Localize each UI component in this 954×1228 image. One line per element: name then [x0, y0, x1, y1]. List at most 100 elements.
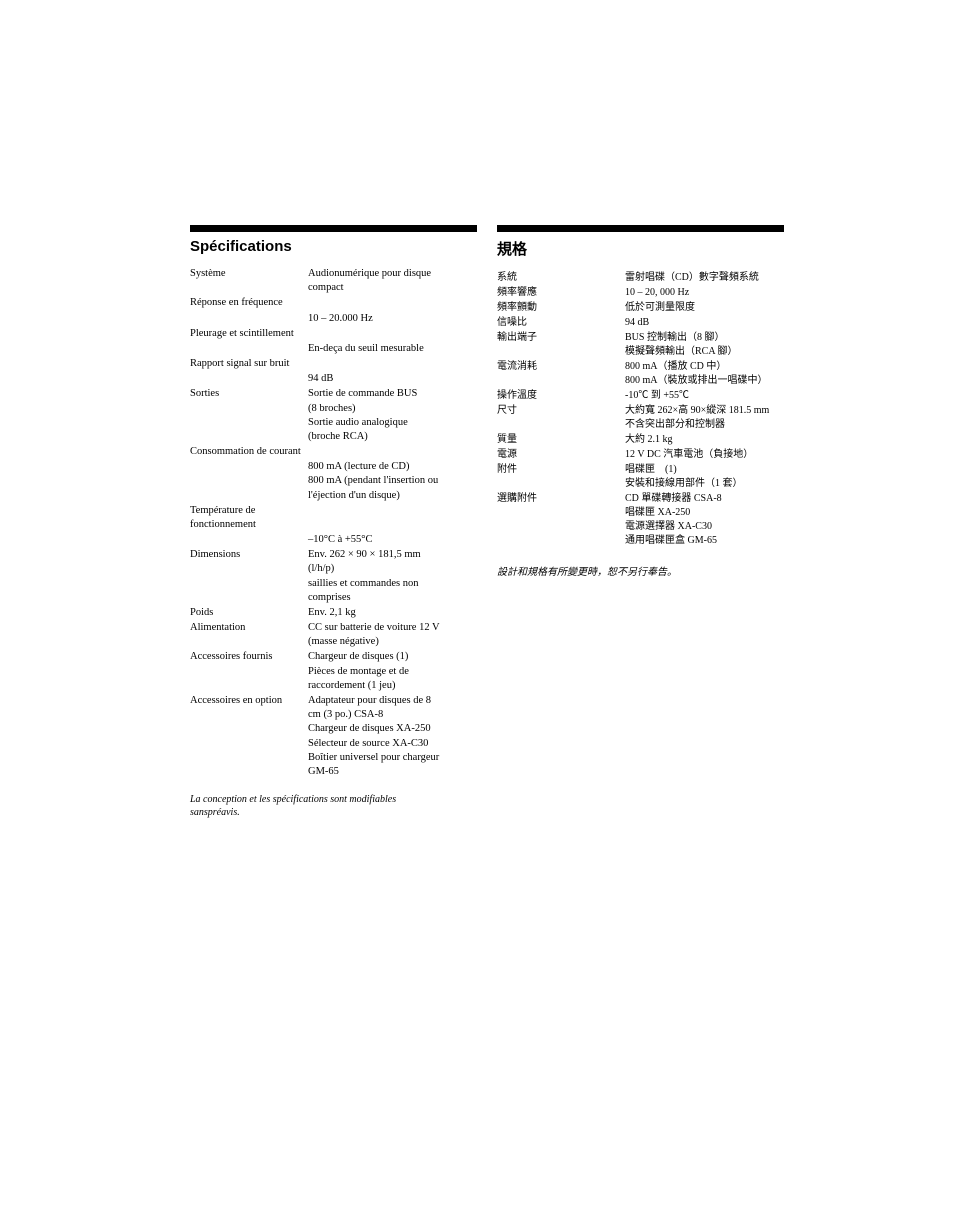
spec-label: 操作溫度: [497, 389, 625, 403]
spec-row: Réponse en fréquence: [190, 296, 477, 310]
header-rule-fr: [190, 225, 477, 232]
spec-value: -10℃ 到 +55℃: [625, 389, 784, 403]
spec-value: Sortie de commande BUS(8 broches)Sortie …: [308, 387, 477, 444]
spec-value-line: Adaptateur pour disques de 8: [308, 694, 477, 708]
spec-row: 輸出端子BUS 控制輸出（8 腳）模擬聲頻輸出（RCA 腳）: [497, 331, 784, 359]
spec-value-line: raccordement (1 jeu): [308, 679, 477, 693]
spec-row: 系統雷射唱碟（CD）數字聲頻系統: [497, 271, 784, 285]
spec-value: [308, 327, 477, 341]
spec-list-fr: SystèmeAudionumérique pour disquecompact…: [190, 267, 477, 779]
spec-row: 選購附件CD 單碟轉接器 CSA-8唱碟匣 XA-250電源選擇器 XA-C30…: [497, 492, 784, 548]
spec-value-line: 安裝和接線用部件（1 套）: [625, 477, 784, 491]
spec-value-line: 通用唱碟匣盒 GM-65: [625, 534, 784, 548]
spec-value-line: 大約寬 262×高 90×縱深 181.5 mm: [625, 404, 784, 418]
spec-row: Consommation de courant: [190, 445, 477, 459]
spec-value-line: 800 mA (lecture de CD): [308, 460, 477, 474]
spec-row: Pleurage et scintillement: [190, 327, 477, 341]
spec-value-line: 800 mA（播放 CD 中）: [625, 360, 784, 374]
spec-label: [190, 372, 308, 386]
header-rule-zh: [497, 225, 784, 232]
disclaimer-fr: La conception et les spécifications sont…: [190, 793, 477, 819]
spec-label: 信噪比: [497, 316, 625, 330]
spec-row: 質量大約 2.1 kg: [497, 433, 784, 447]
spec-list-zh: 系統雷射唱碟（CD）數字聲頻系統頻率響應10 – 20, 000 Hz頻率顫動低…: [497, 271, 784, 548]
spec-value-line: (masse négative): [308, 635, 477, 649]
spec-value: Audionumérique pour disquecompact: [308, 267, 477, 295]
disclaimer-line: 設計和規格有所變更時，恕不另行奉告。: [497, 566, 784, 579]
spec-label: Accessoires fournis: [190, 650, 308, 693]
spec-value-line: 唱碟匣 XA-250: [625, 506, 784, 520]
spec-label: 附件: [497, 463, 625, 491]
spec-value: 94 dB: [625, 316, 784, 330]
spec-value: 12 V DC 汽車電池（負接地）: [625, 448, 784, 462]
spec-label: 頻率顫動: [497, 301, 625, 315]
spec-row: Accessoires fournisChargeur de disques (…: [190, 650, 477, 693]
spec-value-line: CC sur batterie de voiture 12 V: [308, 621, 477, 635]
spec-row: 電流消耗800 mA（播放 CD 中）800 mA（裝放或排出一唱碟中）: [497, 360, 784, 388]
spec-value: 唱碟匣 (1)安裝和接線用部件（1 套）: [625, 463, 784, 491]
spec-value: CD 單碟轉接器 CSA-8唱碟匣 XA-250電源選擇器 XA-C30通用唱碟…: [625, 492, 784, 548]
disclaimer-zh: 設計和規格有所變更時，恕不另行奉告。: [497, 566, 784, 579]
spec-value: –10°C à +55°C: [308, 533, 477, 547]
disclaimer-line: La conception et les spécifications sont…: [190, 793, 477, 806]
spec-value: BUS 控制輸出（8 腳）模擬聲頻輸出（RCA 腳）: [625, 331, 784, 359]
spec-value-line: 10 – 20.000 Hz: [308, 312, 477, 326]
spec-value: 10 – 20.000 Hz: [308, 312, 477, 326]
spec-value-line: –10°C à +55°C: [308, 533, 477, 547]
heading-fr: Spécifications: [190, 238, 477, 255]
spec-value-line: (broche RCA): [308, 430, 477, 444]
spec-value-line: 800 mA (pendant l'insertion ou: [308, 474, 477, 488]
chinese-column: 規格 系統雷射唱碟（CD）數字聲頻系統頻率響應10 – 20, 000 Hz頻率…: [497, 225, 784, 819]
spec-value-line: 模擬聲頻輸出（RCA 腳）: [625, 345, 784, 359]
spec-row: DimensionsEnv. 262 × 90 × 181,5 mm(l/h/p…: [190, 548, 477, 605]
spec-value-line: (l/h/p): [308, 562, 477, 576]
spec-value: Chargeur de disques (1)Pièces de montage…: [308, 650, 477, 693]
spec-row: 附件唱碟匣 (1)安裝和接線用部件（1 套）: [497, 463, 784, 491]
spec-row: 頻率響應10 – 20, 000 Hz: [497, 286, 784, 300]
spec-value-line: Audionumérique pour disque: [308, 267, 477, 281]
spec-value-line: Sortie audio analogique: [308, 416, 477, 430]
spec-value-line: 電源選擇器 XA-C30: [625, 520, 784, 534]
spec-label: Température de fonctionnement: [190, 504, 308, 532]
spec-label: Sorties: [190, 387, 308, 444]
spec-label: 系統: [497, 271, 625, 285]
spec-label: Rapport signal sur bruit: [190, 357, 308, 371]
spec-value-line: 不含突出部分和控制器: [625, 418, 784, 432]
spec-row: SystèmeAudionumérique pour disquecompact: [190, 267, 477, 295]
spec-row: SortiesSortie de commande BUS(8 broches)…: [190, 387, 477, 444]
spec-value-line: Sélecteur de source XA-C30: [308, 737, 477, 751]
spec-value-line: Boîtier universel pour chargeur: [308, 751, 477, 765]
spec-label: Accessoires en option: [190, 694, 308, 779]
spec-label: 選購附件: [497, 492, 625, 548]
spec-value-line: compact: [308, 281, 477, 295]
spec-value: [308, 357, 477, 371]
spec-label: 電流消耗: [497, 360, 625, 388]
spec-label: Consommation de courant: [190, 445, 308, 459]
spec-value-line: CD 單碟轉接器 CSA-8: [625, 492, 784, 506]
spec-row: En-deça du seuil mesurable: [190, 342, 477, 356]
spec-value: [308, 296, 477, 310]
french-column: Spécifications SystèmeAudionumérique pou…: [190, 225, 477, 819]
spec-value: 800 mA（播放 CD 中）800 mA（裝放或排出一唱碟中）: [625, 360, 784, 388]
spec-label: Réponse en fréquence: [190, 296, 308, 310]
spec-value-line: Chargeur de disques (1): [308, 650, 477, 664]
spec-value-line: -10℃ 到 +55℃: [625, 389, 784, 403]
disclaimer-line: sanspréavis.: [190, 806, 477, 819]
spec-value-line: Env. 2,1 kg: [308, 606, 477, 620]
spec-value: 94 dB: [308, 372, 477, 386]
spec-value-line: comprises: [308, 591, 477, 605]
spec-label: [190, 533, 308, 547]
spec-value: 10 – 20, 000 Hz: [625, 286, 784, 300]
spec-value: 大約 2.1 kg: [625, 433, 784, 447]
spec-value-line: (8 broches): [308, 402, 477, 416]
spec-value-line: l'éjection d'un disque): [308, 489, 477, 503]
spec-value: 雷射唱碟（CD）數字聲頻系統: [625, 271, 784, 285]
spec-row: 頻率顫動低於可測量限度: [497, 301, 784, 315]
spec-label: [190, 342, 308, 356]
spec-label: [190, 460, 308, 503]
spec-label: Poids: [190, 606, 308, 620]
spec-value-line: 94 dB: [308, 372, 477, 386]
spec-value-line: 雷射唱碟（CD）數字聲頻系統: [625, 271, 784, 285]
spec-value: [308, 504, 477, 532]
spec-row: PoidsEnv. 2,1 kg: [190, 606, 477, 620]
